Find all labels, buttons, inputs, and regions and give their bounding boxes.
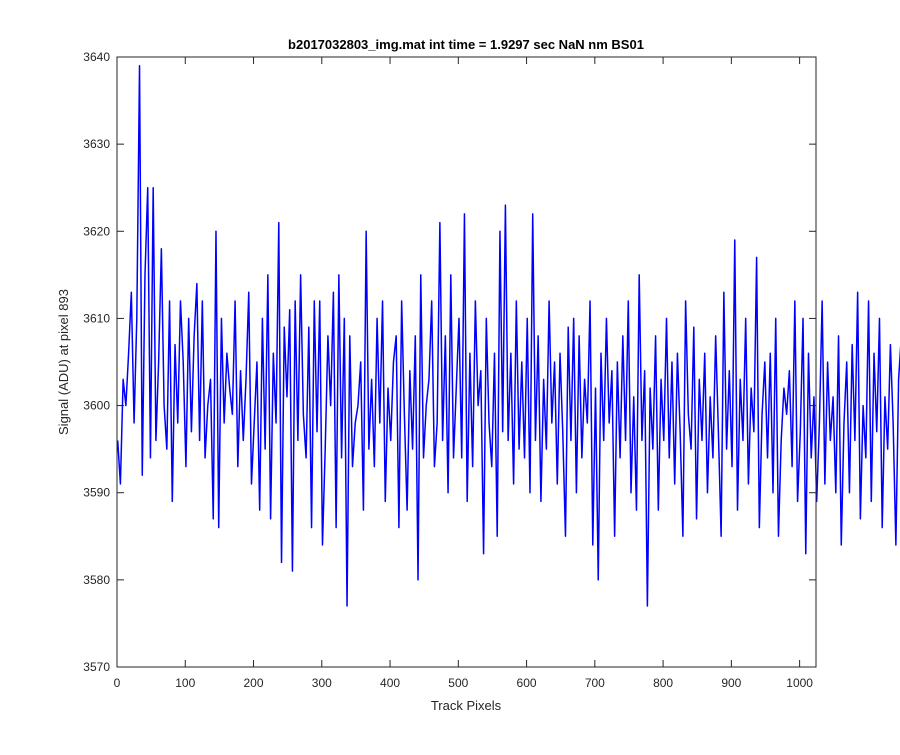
x-tick-label: 100 [175,676,195,690]
x-tick-label: 1000 [786,676,813,690]
chart-title: b2017032803_img.mat int time = 1.9297 se… [288,37,644,52]
y-tick-label: 3600 [83,399,110,413]
series-layer [116,64,900,607]
y-tick-label: 3640 [83,50,110,64]
y-tick-label: 3620 [83,224,110,238]
series-line-0 [116,64,900,607]
x-axis-label: Track Pixels [431,698,502,713]
y-tick-label: 3590 [83,486,110,500]
x-tick-label: 700 [585,676,605,690]
x-tick-label: 300 [312,676,332,690]
x-tick-label: 0 [114,676,121,690]
axes-box [116,56,817,668]
x-tick-label: 400 [380,676,400,690]
y-tick-label: 3570 [83,660,110,674]
y-tick-label: 3610 [83,311,110,325]
x-tick-label: 900 [721,676,741,690]
y-tick-label: 3630 [83,137,110,151]
x-tick-label: 800 [653,676,673,690]
y-axis-label: Signal (ADU) at pixel 893 [56,289,71,435]
y-tick-label: 3580 [83,573,110,587]
x-axis-ticks: 0 100 200 300 400 500 600 700 800 900 1000 [114,57,813,690]
x-tick-label: 200 [244,676,264,690]
x-tick-label: 600 [517,676,537,690]
x-tick-label: 500 [448,676,468,690]
y-axis-ticks: 3570 3580 3590 3600 3610 3620 3630 3640 [83,50,816,674]
